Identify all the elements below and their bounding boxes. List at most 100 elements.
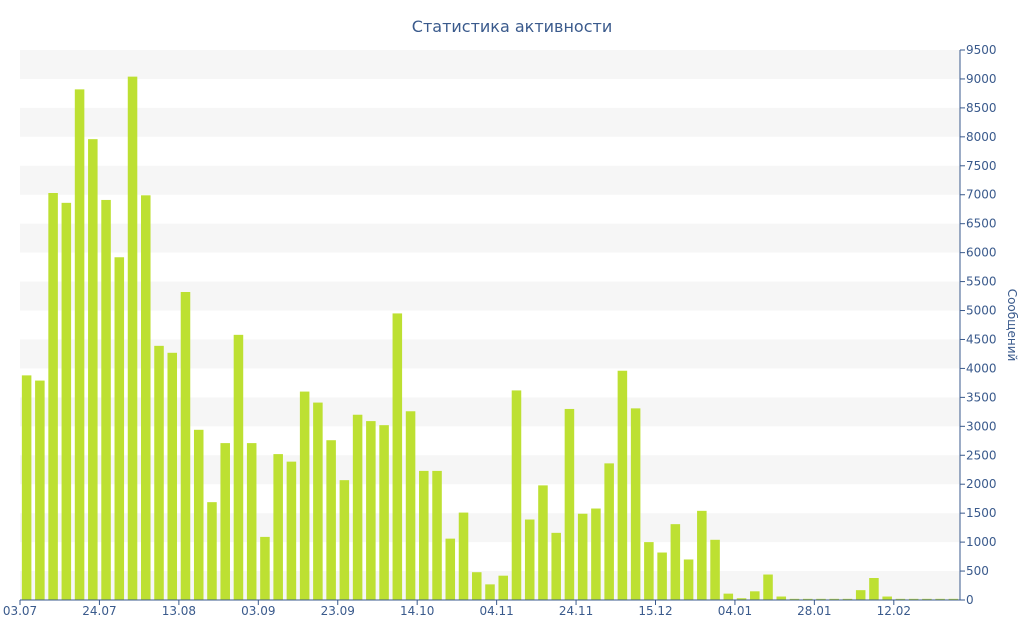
grid-band <box>20 50 960 79</box>
bar <box>776 596 787 600</box>
bar <box>935 598 945 600</box>
bar <box>829 598 839 600</box>
bar <box>154 345 164 600</box>
bar <box>498 575 509 600</box>
bar <box>273 454 283 600</box>
bar <box>180 292 191 600</box>
grid-band <box>20 107 960 137</box>
y-ticks: 0 500 1000 1500 2000 2500 3000 3500 4000 4500 5000… <box>960 43 997 607</box>
y-axis-label: Сообщений <box>1005 289 1019 362</box>
bar <box>577 513 588 600</box>
bar <box>538 485 548 600</box>
grid-band <box>20 223 960 253</box>
bar <box>207 502 217 600</box>
bar <box>617 370 628 600</box>
chart-title: Статистика активности <box>412 17 612 36</box>
x-tick-label: 04.01 <box>718 604 752 618</box>
bar <box>286 461 297 600</box>
y-tick-label: 2000 <box>966 477 997 491</box>
y-tick-label: 9000 <box>966 72 997 86</box>
bar <box>763 574 773 600</box>
bar <box>842 598 853 600</box>
bar <box>485 584 495 600</box>
bar <box>48 193 58 600</box>
bar <box>948 598 959 600</box>
bar <box>683 559 694 600</box>
bar <box>61 202 72 600</box>
bar <box>458 512 469 600</box>
bar <box>630 408 641 600</box>
y-tick-label: 4500 <box>966 332 997 346</box>
bar <box>419 470 429 600</box>
x-tick-label: 23.09 <box>321 604 355 618</box>
bar <box>657 552 667 600</box>
bar <box>471 572 482 600</box>
bar <box>670 524 681 600</box>
y-tick-label: 0 <box>966 593 974 607</box>
bar <box>895 598 906 600</box>
y-tick-label: 9500 <box>966 43 997 57</box>
bar <box>816 598 826 600</box>
bar <box>869 578 879 600</box>
bar <box>644 542 654 600</box>
y-tick-label: 5000 <box>966 304 997 318</box>
bar <box>167 352 178 600</box>
bar <box>511 390 522 600</box>
bar <box>697 510 707 600</box>
bar <box>405 411 416 600</box>
bar <box>922 598 932 600</box>
bar <box>21 375 32 600</box>
bar <box>313 402 323 600</box>
bar <box>736 598 747 600</box>
x-tick-label: 04.11 <box>479 604 513 618</box>
bar <box>193 429 204 600</box>
x-tick-label: 14.10 <box>400 604 434 618</box>
x-tick-label: 24.07 <box>82 604 116 618</box>
bar <box>789 598 800 600</box>
grid-band <box>20 281 960 311</box>
bar <box>88 139 98 600</box>
y-tick-label: 2500 <box>966 448 997 462</box>
y-tick-label: 7000 <box>966 188 997 202</box>
bar <box>246 443 257 600</box>
y-tick-label: 8500 <box>966 101 997 115</box>
y-tick-label: 1500 <box>966 506 997 520</box>
bar <box>432 470 442 600</box>
bar <box>260 536 270 600</box>
bar <box>352 414 363 600</box>
x-tick-label: 24.11 <box>559 604 593 618</box>
bar <box>339 480 350 600</box>
x-tick-label: 28.01 <box>797 604 831 618</box>
bar <box>101 199 111 600</box>
bar <box>220 443 230 600</box>
y-tick-label: 3500 <box>966 390 997 404</box>
bar <box>141 195 151 600</box>
bar <box>855 590 866 600</box>
x-ticks: 03.07 24.07 13.08 03.09 23.09 14.10 04.11 24.11… <box>3 600 911 618</box>
bars <box>21 76 959 601</box>
bar <box>882 596 892 600</box>
bar <box>723 593 734 600</box>
bar <box>366 421 376 600</box>
bar <box>591 508 601 600</box>
x-tick-label: 15.12 <box>638 604 672 618</box>
bar <box>127 76 138 600</box>
bar <box>74 89 85 601</box>
y-tick-label: 3000 <box>966 419 997 433</box>
bar <box>392 313 403 600</box>
x-tick-label: 13.08 <box>162 604 196 618</box>
bar <box>604 463 614 600</box>
y-tick-label: 4000 <box>966 361 997 375</box>
y-tick-label: 6500 <box>966 217 997 231</box>
bar <box>299 391 310 600</box>
bar <box>802 598 813 600</box>
bar <box>114 257 125 600</box>
y-tick-label: 1000 <box>966 535 997 549</box>
bar <box>750 591 760 600</box>
x-tick-label: 12.02 <box>877 604 911 618</box>
x-tick-label: 03.07 <box>3 604 37 618</box>
bar <box>35 380 45 600</box>
bar <box>524 519 535 600</box>
bar <box>445 538 456 600</box>
